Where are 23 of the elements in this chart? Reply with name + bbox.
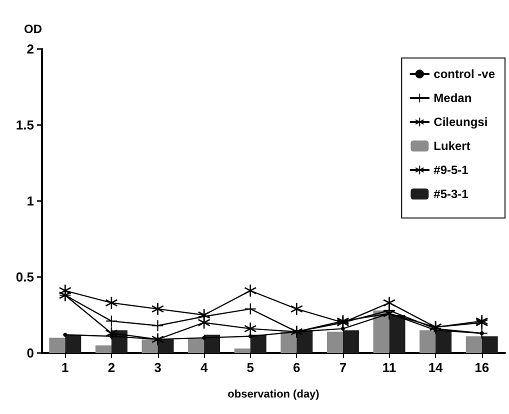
legend-label: #5-3-1: [434, 187, 469, 201]
x-tick-label: 4: [200, 360, 208, 375]
x-tick-label: 2: [108, 360, 116, 375]
y-tick-label: 1: [26, 194, 34, 208]
x-axis-title: observation (day): [228, 388, 320, 400]
legend-label: #9-5-1: [434, 163, 469, 177]
y-tick-label: 1.5: [16, 118, 34, 132]
x-tick-label: 16: [474, 360, 490, 375]
y-tick-label: 0: [26, 346, 34, 360]
x-tick-label: 11: [382, 360, 396, 375]
legend-label: Medan: [434, 91, 472, 105]
x-tick-label: 6: [293, 360, 300, 375]
y-axis-title: OD: [24, 22, 42, 36]
x-tick-label: 7: [339, 360, 347, 375]
y-tick-label: 2: [26, 42, 34, 56]
legend-label: Cileungsi: [434, 115, 488, 129]
legend-label: Lukert: [434, 139, 470, 153]
x-tick-label: 14: [428, 360, 444, 375]
x-tick-label: 5: [246, 360, 254, 375]
x-tick-label: 3: [154, 360, 162, 375]
y-tick-label: 0.5: [16, 270, 34, 284]
legend-label: control -ve: [434, 67, 496, 81]
x-tick-label: 1: [62, 360, 69, 375]
